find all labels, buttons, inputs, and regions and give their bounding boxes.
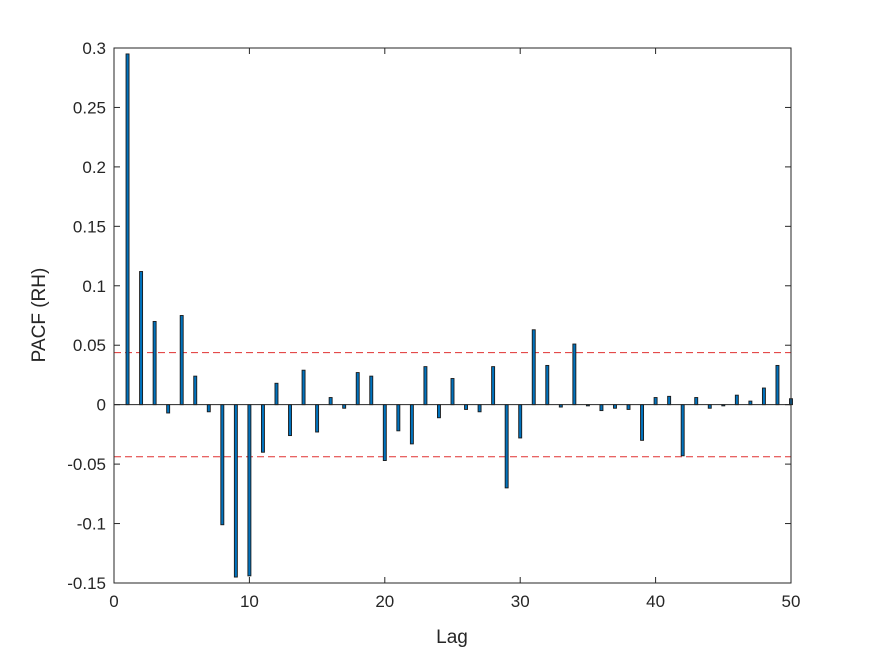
y-tick-label: 0.2 [82, 158, 106, 177]
y-tick-label: 0 [97, 396, 106, 415]
bar-lag-11 [260, 404, 265, 453]
bar-lag-49 [775, 364, 780, 406]
y-tick-label: 0.1 [82, 277, 106, 296]
y-axis-title: PACF (RH) [29, 268, 50, 363]
bar-lag-14 [301, 369, 306, 406]
bar-lag-18 [355, 372, 360, 406]
bar-lag-10 [247, 404, 252, 577]
y-tick-label: 0.05 [73, 336, 106, 355]
bar-lag-9 [233, 404, 238, 578]
x-tick-label: 0 [109, 592, 118, 611]
bar-lag-42 [680, 404, 685, 457]
x-tick-label: 30 [511, 592, 530, 611]
confidence-bounds [114, 352, 791, 458]
bar-lag-47 [748, 400, 753, 406]
bar-lag-15 [315, 404, 320, 433]
bar-lag-38 [626, 404, 631, 410]
bar-lag-7 [206, 404, 211, 413]
y-tick-label: -0.1 [77, 515, 106, 534]
bar-lag-27 [477, 404, 482, 413]
bar-lag-20 [382, 404, 387, 462]
bar-lag-32 [545, 364, 550, 406]
x-tick-label: 10 [240, 592, 259, 611]
axes-box [113, 47, 792, 584]
bar-lag-25 [450, 378, 455, 406]
bar-lag-17 [342, 404, 347, 409]
bar-lag-46 [734, 394, 739, 406]
bar-lag-16 [328, 397, 333, 406]
bar-lag-6 [193, 375, 198, 406]
bar-lag-12 [274, 382, 279, 406]
bar-lag-40 [653, 397, 658, 406]
x-tick-label: 40 [646, 592, 665, 611]
bar-lag-5 [179, 315, 184, 406]
bar-lag-43 [694, 397, 699, 406]
bar-lag-29 [504, 404, 509, 489]
x-tick-label: 50 [782, 592, 801, 611]
bar-lag-39 [640, 404, 645, 441]
bar-lag-13 [288, 404, 292, 437]
bar-lag-8 [220, 404, 225, 526]
bar-lag-28 [491, 366, 496, 406]
x-tick-label: 20 [375, 592, 394, 611]
bar-lag-30 [518, 404, 523, 439]
bar-lag-48 [761, 387, 766, 406]
x-axis-title: Lag [436, 627, 468, 648]
bar-lag-3 [152, 320, 157, 406]
plot-area [114, 48, 791, 583]
bar-lag-23 [423, 366, 428, 406]
bar-lag-21 [396, 404, 401, 432]
y-tick-label: 0.15 [73, 217, 106, 236]
bar-lag-22 [409, 404, 414, 445]
bar-lag-4 [166, 404, 171, 414]
y-tick-label: -0.05 [67, 455, 106, 474]
bar-lag-41 [667, 395, 672, 406]
bar-lag-44 [707, 404, 712, 409]
bar-lag-2 [139, 271, 144, 406]
bar-lag-34 [572, 343, 577, 406]
x-axis: 0 10 20 30 40 50 [109, 48, 800, 611]
y-axis: -0.15 -0.1 -0.05 0 0.05 0.1 0.15 0.2 0.25 0.3 [67, 39, 791, 593]
bar-lag-36 [599, 404, 604, 412]
y-tick-label: -0.15 [67, 574, 106, 593]
y-tick-label: 0.3 [82, 39, 106, 58]
bar-lag-24 [437, 404, 441, 419]
bar-lag-19 [369, 375, 374, 406]
bar-lag-26 [464, 404, 468, 410]
bar-lag-1 [125, 53, 130, 406]
bar-lag-37 [613, 404, 617, 409]
bar-lag-31 [531, 329, 536, 406]
y-tick-label: 0.25 [73, 98, 106, 117]
